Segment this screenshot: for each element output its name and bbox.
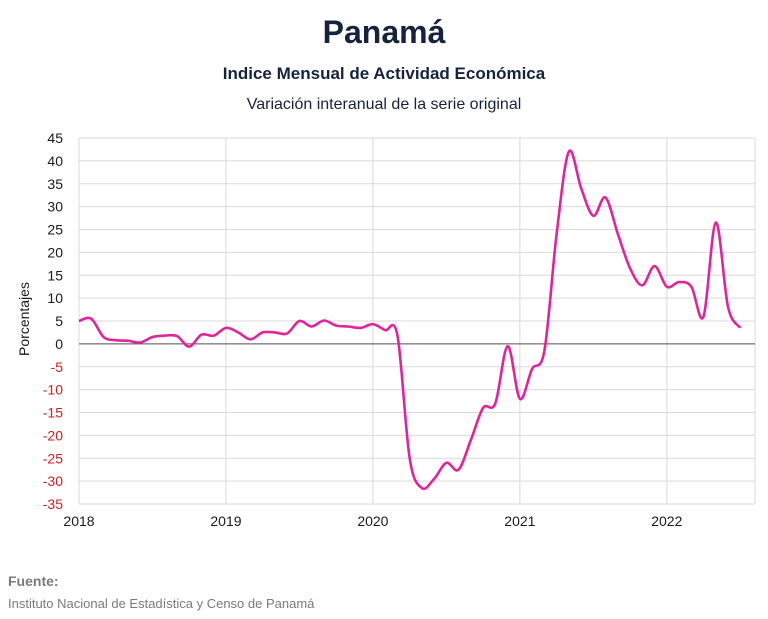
- x-tick-labels: 2018 2019 2020 2021 2022: [63, 513, 682, 529]
- y-tick-label: -15: [43, 405, 63, 421]
- source-text: Instituto Nacional de Estadística y Cens…: [8, 596, 315, 611]
- y-tick-label: 25: [47, 222, 63, 238]
- y-tick-label: -5: [51, 359, 64, 375]
- x-tick-label: 2018: [63, 513, 94, 529]
- y-tick-label: 15: [47, 267, 63, 283]
- y-tick-label: -35: [43, 496, 63, 512]
- y-tick-label: 30: [47, 199, 63, 215]
- y-tick-label: -30: [43, 473, 63, 489]
- series-line: [78, 149, 742, 491]
- x-tick-label: 2021: [504, 513, 535, 529]
- y-tick-labels: 45 40 35 30 25 20 15 10 5 0 -5 -10 -15 -20 -25 -30 -35: [43, 130, 63, 512]
- y-tick-label: 20: [47, 244, 63, 260]
- y-tick-label: -25: [43, 450, 63, 466]
- y-tick-label: 10: [47, 290, 63, 306]
- x-tick-label: 2020: [357, 513, 388, 529]
- y-tick-label: 5: [55, 313, 63, 329]
- chart-title: Panamá: [322, 14, 446, 50]
- y-tick-label: 0: [55, 336, 63, 352]
- y-tick-label: 40: [47, 153, 63, 169]
- chart-subtitle-2: Variación interanual de la serie origina…: [246, 96, 522, 113]
- x-tick-label: 2022: [651, 513, 682, 529]
- y-tick-label: -20: [43, 427, 63, 443]
- y-tick-label: 45: [47, 130, 63, 146]
- y-axis-label: Porcentajes: [16, 282, 32, 356]
- chart-subtitle: Indice Mensual de Actividad Económica: [222, 64, 546, 83]
- y-tick-label: 35: [47, 176, 63, 192]
- y-tick-label: -10: [43, 382, 63, 398]
- x-tick-label: 2019: [210, 513, 241, 529]
- grid-lines: [78, 137, 756, 505]
- source-label: Fuente:: [8, 573, 59, 589]
